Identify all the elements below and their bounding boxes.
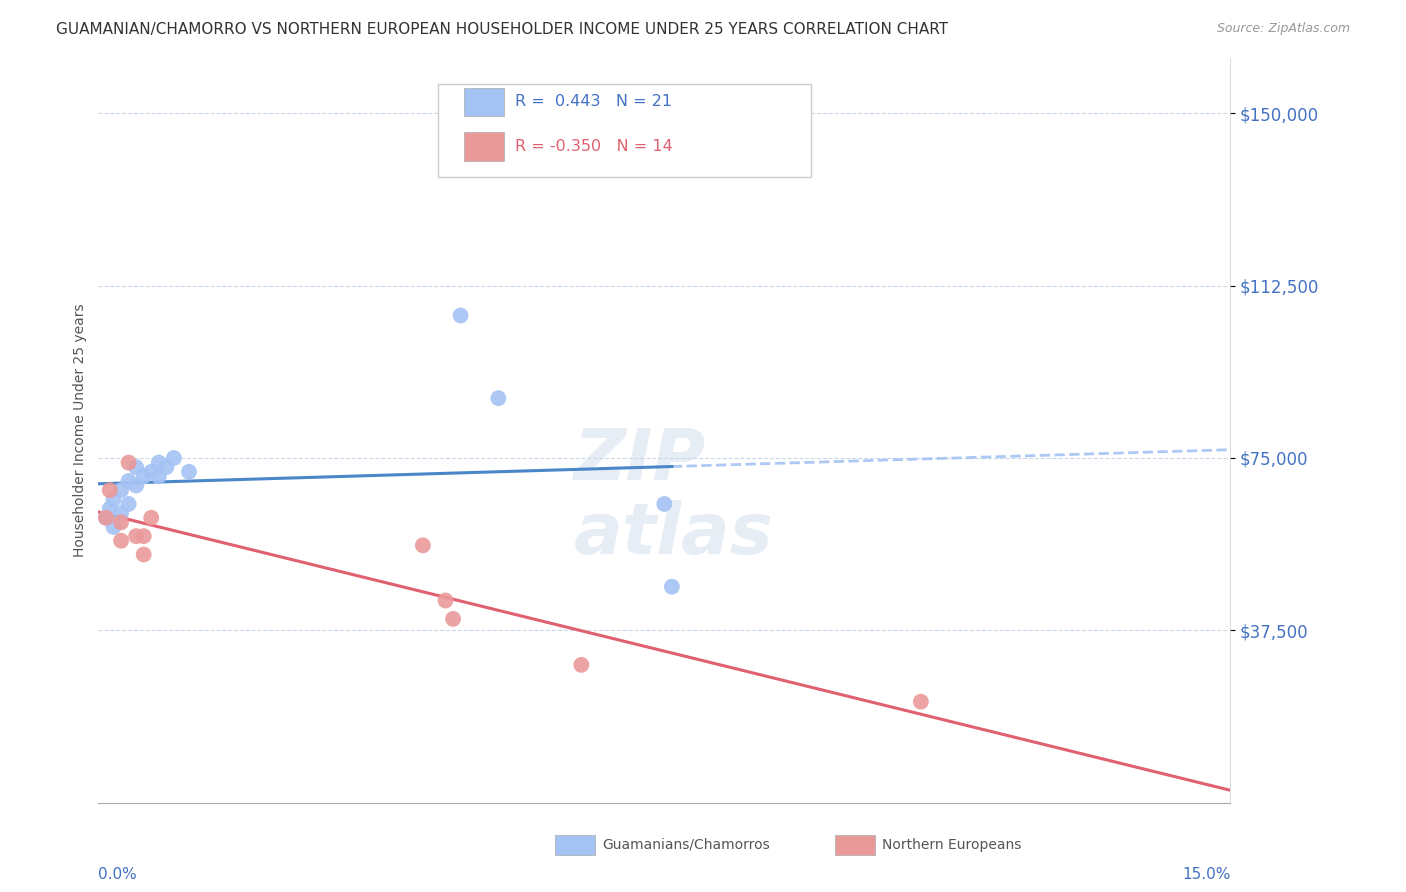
Point: [94, 510, 117, 524]
Text: Northern Europeans: Northern Europeans: [882, 838, 1021, 852]
Point: [450, 309, 472, 323]
Point: [98, 501, 121, 516]
Y-axis label: Householder Income Under 25 years: Householder Income Under 25 years: [73, 303, 87, 558]
Point: [661, 580, 683, 594]
Point: [110, 483, 132, 498]
Text: 0.0%: 0.0%: [98, 867, 138, 882]
Text: Guamanians/Chamorros: Guamanians/Chamorros: [602, 838, 769, 852]
Point: [125, 478, 148, 492]
Point: [155, 460, 177, 475]
Bar: [835, 835, 875, 855]
Point: [434, 593, 457, 607]
Point: [125, 529, 148, 543]
Text: ZIP: ZIP: [574, 425, 706, 495]
Point: [103, 492, 125, 507]
Point: [163, 450, 186, 465]
Bar: [555, 835, 595, 855]
Point: [486, 391, 509, 405]
Point: [652, 497, 676, 511]
Text: Source: ZipAtlas.com: Source: ZipAtlas.com: [1216, 22, 1350, 36]
Text: GUAMANIAN/CHAMORRO VS NORTHERN EUROPEAN HOUSEHOLDER INCOME UNDER 25 YEARS CORREL: GUAMANIAN/CHAMORRO VS NORTHERN EUROPEAN …: [56, 22, 949, 37]
Point: [103, 520, 125, 534]
Point: [441, 612, 464, 626]
Point: [117, 456, 139, 470]
Point: [148, 469, 170, 483]
Point: [132, 548, 155, 562]
Point: [569, 657, 592, 672]
Point: [132, 529, 155, 543]
FancyBboxPatch shape: [439, 84, 811, 178]
Point: [412, 538, 434, 552]
FancyBboxPatch shape: [464, 87, 503, 116]
Point: [98, 483, 121, 498]
Point: [117, 474, 139, 488]
Point: [110, 533, 132, 548]
FancyBboxPatch shape: [464, 132, 503, 161]
Text: R =  0.443   N = 21: R = 0.443 N = 21: [515, 95, 672, 110]
Text: 15.0%: 15.0%: [1182, 867, 1230, 882]
Point: [94, 510, 117, 524]
Point: [117, 497, 139, 511]
Point: [141, 465, 163, 479]
Point: [910, 695, 932, 709]
Point: [125, 460, 148, 475]
Text: R = -0.350   N = 14: R = -0.350 N = 14: [515, 139, 672, 154]
Point: [141, 510, 163, 524]
Text: atlas: atlas: [574, 500, 773, 569]
Point: [110, 506, 132, 520]
Point: [148, 456, 170, 470]
Point: [110, 516, 132, 530]
Point: [132, 469, 155, 483]
Point: [177, 465, 200, 479]
